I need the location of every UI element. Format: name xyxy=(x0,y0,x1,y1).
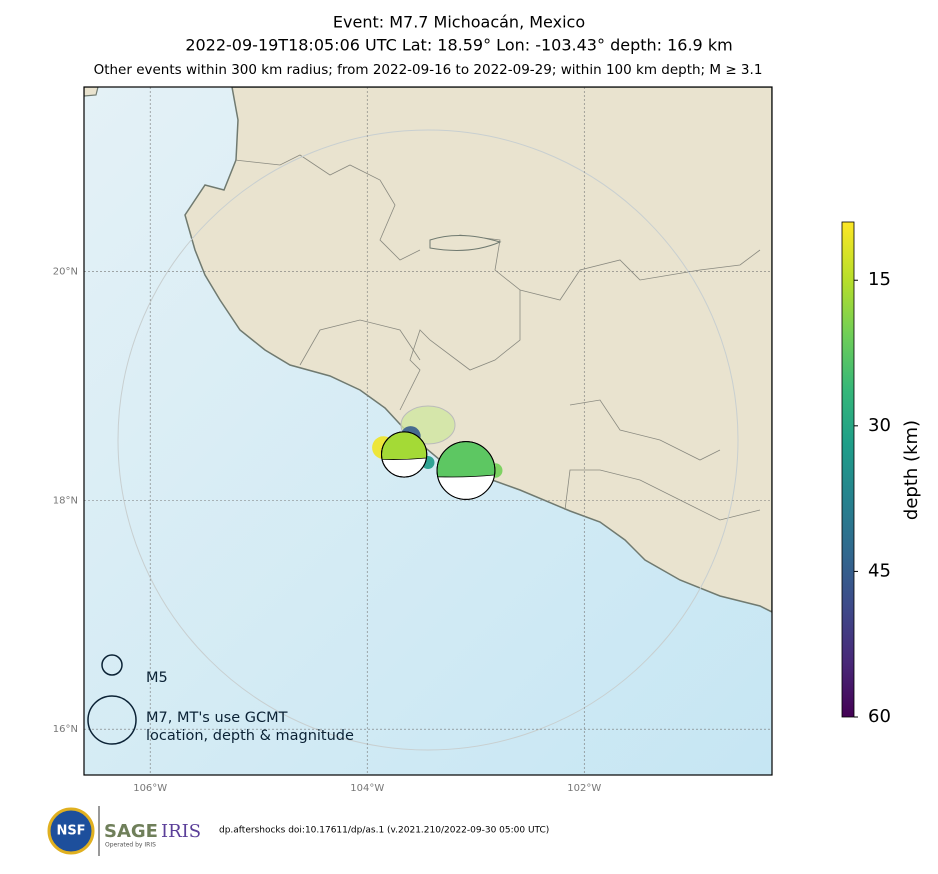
colorbar-tick-label: 60 xyxy=(868,706,891,727)
nsf-logo xyxy=(47,807,95,855)
logos: NSF SAGE IRIS Operated by IRIS xyxy=(47,806,201,856)
legend-label: location, depth & magnitude xyxy=(146,728,354,744)
subtitle: 2022-09-19T18:05:06 UTC Lat: 18.59° Lon:… xyxy=(185,36,732,55)
radius-circle xyxy=(117,129,739,751)
iris-text: IRIS xyxy=(161,821,201,842)
beachball-outline xyxy=(381,431,428,478)
lake xyxy=(429,234,502,251)
y-tick-label: 16°N xyxy=(53,724,78,735)
x-tick-label: 102°W xyxy=(567,783,601,794)
legend-symbol xyxy=(87,695,137,745)
y-tick-label: 20°N xyxy=(53,266,78,277)
beachball xyxy=(436,441,496,500)
state-borders xyxy=(234,154,761,521)
sage-text: SAGE xyxy=(104,821,158,842)
land xyxy=(184,87,772,613)
nsf-text: NSF xyxy=(56,824,85,839)
map xyxy=(84,87,772,775)
colorbar-tick-label: 45 xyxy=(868,560,891,581)
legend-label: M7, MT's use GCMT xyxy=(146,710,288,726)
colorbar-tick-label: 30 xyxy=(868,415,891,436)
title: Event: M7.7 Michoacán, Mexico xyxy=(333,13,585,32)
beachball-outline xyxy=(436,441,496,500)
legend-symbol xyxy=(101,654,123,676)
x-tick-label: 104°W xyxy=(350,783,384,794)
colorbar xyxy=(841,221,855,718)
land xyxy=(84,87,99,97)
y-tick-label: 18°N xyxy=(53,495,78,506)
beachball xyxy=(381,431,428,478)
colorbar-tick-label: 15 xyxy=(868,269,891,290)
operated-text: Operated by IRIS xyxy=(105,842,156,849)
legend-label: M5 xyxy=(146,670,168,686)
footer: dp.aftershocks doi:10.17611/dp/as.1 (v.2… xyxy=(219,826,549,836)
x-tick-label: 106°W xyxy=(133,783,167,794)
colorbar-label: depth (km) xyxy=(901,420,922,520)
subtitle: Other events within 300 km radius; from … xyxy=(94,62,763,78)
map-frame xyxy=(83,86,773,776)
